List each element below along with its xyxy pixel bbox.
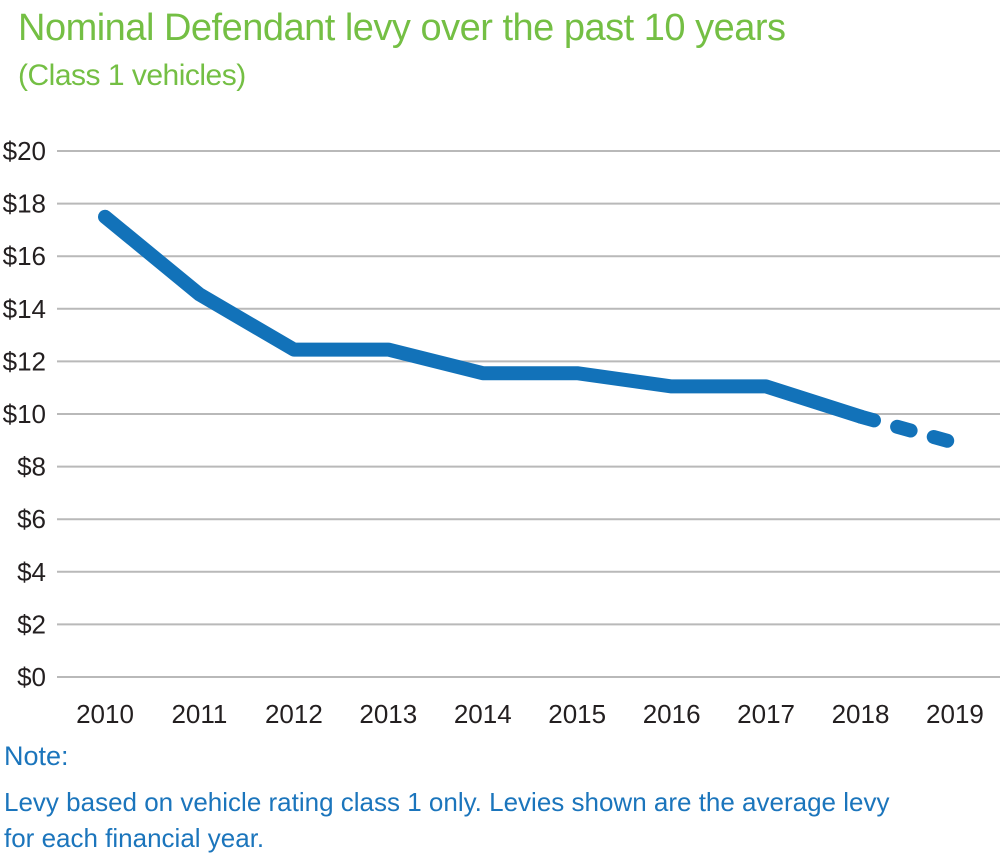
page-title: Nominal Defendant levy over the past 10 … <box>18 7 786 49</box>
note-heading: Note: <box>4 741 69 771</box>
note-text-line-1: Levy based on vehicle rating class 1 onl… <box>4 787 890 817</box>
y-axis-tick-label: $4 <box>17 557 46 587</box>
x-axis-tick-label: 2014 <box>454 699 512 729</box>
note-block: Note: Levy based on vehicle rating class… <box>4 740 984 856</box>
y-axis-tick-label: $20 <box>3 136 46 166</box>
x-axis-tick-label: 2019 <box>926 699 984 729</box>
x-axis-tick-label: 2017 <box>737 699 795 729</box>
x-axis-tick-label: 2012 <box>265 699 323 729</box>
y-axis-tick-label: $12 <box>3 346 46 376</box>
levy-line-solid <box>98 209 868 424</box>
x-axis-tick-label: 2011 <box>171 699 227 729</box>
levy-line-chart: $0 $2 $4 $6 $8 $10 $12 $14 $16 $18 $20 2010 2011 2012… <box>3 136 1000 729</box>
note-text-line-2: for each financial year. <box>4 823 265 853</box>
levy-line-dashed-forecast <box>853 409 962 450</box>
y-axis-tick-label: $18 <box>3 189 46 219</box>
y-axis-tick-label: $10 <box>3 399 46 429</box>
x-axis-tick-label: 2018 <box>832 699 890 729</box>
page-subtitle: (Class 1 vehicles) <box>18 59 246 92</box>
x-axis-tick-label: 2015 <box>548 699 606 729</box>
y-axis-tick-label: $0 <box>17 662 46 692</box>
y-axis-tick-label: $16 <box>3 241 46 271</box>
x-axis-tick-label: 2013 <box>359 699 417 729</box>
x-axis-tick-label: 2010 <box>76 699 134 729</box>
y-axis-tick-label: $14 <box>3 294 46 324</box>
y-axis-tick-label: $2 <box>17 609 46 639</box>
x-axis-tick-label: 2016 <box>643 699 701 729</box>
y-axis-tick-label: $8 <box>17 452 46 482</box>
y-axis-tick-label: $6 <box>17 504 46 534</box>
